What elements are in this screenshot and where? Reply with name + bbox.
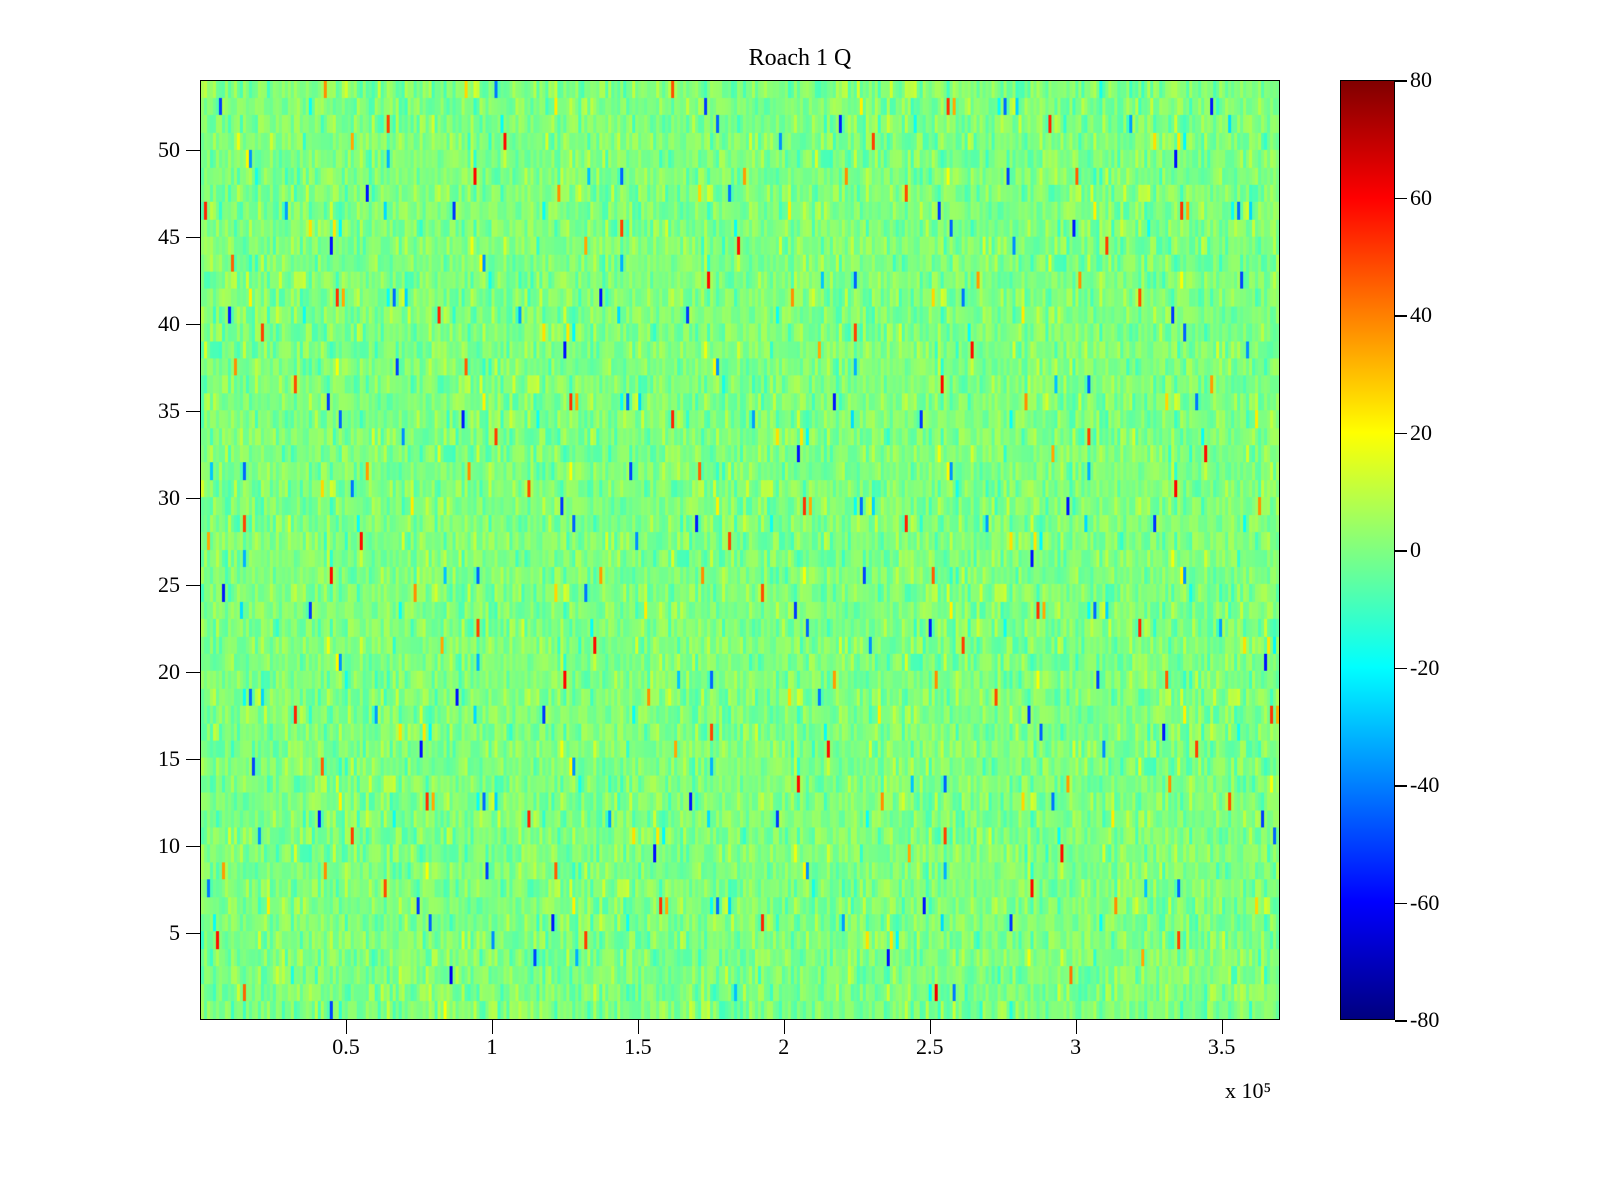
x-axis-tick-0.5 xyxy=(346,1020,348,1034)
y-axis-tick-50 xyxy=(186,150,200,152)
x-axis-label-0.5: 0.5 xyxy=(316,1034,376,1060)
colorbar-tick--80 xyxy=(1395,1020,1407,1022)
y-axis-label-5: 5 xyxy=(140,920,180,946)
chart-title: Roach 1 Q xyxy=(0,45,1600,72)
y-axis-label-50: 50 xyxy=(140,137,180,163)
x-axis-tick-2 xyxy=(784,1020,786,1034)
colorbar-tick-80 xyxy=(1395,80,1407,82)
colorbar-label--20: -20 xyxy=(1410,655,1439,681)
x-axis-label-1: 1 xyxy=(462,1034,522,1060)
colorbar-tick-60 xyxy=(1395,198,1407,200)
colorbar-label-20: 20 xyxy=(1410,420,1432,446)
x-axis-label-3.5: 3.5 xyxy=(1192,1034,1252,1060)
y-axis-label-40: 40 xyxy=(140,311,180,337)
x-axis-label-2.5: 2.5 xyxy=(900,1034,960,1060)
colorbar-tick--40 xyxy=(1395,785,1407,787)
colorbar-label-80: 80 xyxy=(1410,67,1432,93)
x-axis-tick-2.5 xyxy=(930,1020,932,1034)
y-axis-label-20: 20 xyxy=(140,659,180,685)
x-axis-exponent-label: x 10⁵ xyxy=(1225,1078,1271,1104)
y-axis-tick-30 xyxy=(186,498,200,500)
y-axis-tick-10 xyxy=(186,846,200,848)
x-axis-tick-3 xyxy=(1076,1020,1078,1034)
heatmap-plot[interactable] xyxy=(200,80,1280,1020)
colorbar-tick--60 xyxy=(1395,903,1407,905)
x-axis-label-2: 2 xyxy=(754,1034,814,1060)
colorbar-label-60: 60 xyxy=(1410,185,1432,211)
figure-container: Roach 1 Q 5 10 15 20 25 30 35 40 45 50 0.5 1 1.5 2 2.… xyxy=(0,0,1600,1200)
y-axis-label-25: 25 xyxy=(140,572,180,598)
colorbar[interactable]: -80 -60 -40 -20 0 20 40 60 80 xyxy=(1340,80,1395,1020)
colorbar-label--80: -80 xyxy=(1410,1007,1439,1033)
y-axis-tick-45 xyxy=(186,237,200,239)
y-axis-label-10: 10 xyxy=(140,833,180,859)
y-axis-tick-35 xyxy=(186,411,200,413)
colorbar-tick-0 xyxy=(1395,550,1407,552)
colorbar-label--40: -40 xyxy=(1410,772,1439,798)
x-axis-label-3: 3 xyxy=(1046,1034,1106,1060)
x-axis-label-1.5: 1.5 xyxy=(608,1034,668,1060)
y-axis-tick-25 xyxy=(186,585,200,587)
y-axis-label-15: 15 xyxy=(140,746,180,772)
y-axis-tick-20 xyxy=(186,672,200,674)
colorbar-gradient xyxy=(1340,80,1395,1020)
colorbar-tick--20 xyxy=(1395,668,1407,670)
colorbar-label--60: -60 xyxy=(1410,890,1439,916)
colorbar-label-40: 40 xyxy=(1410,302,1432,328)
x-axis-tick-1.5 xyxy=(638,1020,640,1034)
colorbar-tick-20 xyxy=(1395,433,1407,435)
y-axis-label-35: 35 xyxy=(140,398,180,424)
y-axis-tick-5 xyxy=(186,933,200,935)
y-axis-label-45: 45 xyxy=(140,224,180,250)
y-axis-tick-40 xyxy=(186,324,200,326)
x-axis-tick-3.5 xyxy=(1222,1020,1224,1034)
colorbar-label-0: 0 xyxy=(1410,537,1421,563)
colorbar-tick-40 xyxy=(1395,315,1407,317)
x-axis-tick-1 xyxy=(492,1020,494,1034)
y-axis-label-30: 30 xyxy=(140,485,180,511)
y-axis-tick-15 xyxy=(186,759,200,761)
